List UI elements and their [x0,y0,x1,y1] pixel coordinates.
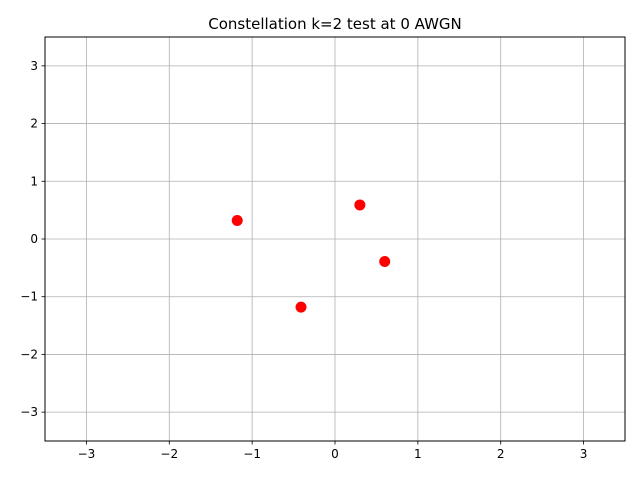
constellation-point [231,215,243,227]
x-tick-label: 1 [414,447,422,461]
axis-ticks: −3 −2 −1 0 1 2 3 −3 −2 −1 0 1 2 3 [20,59,587,461]
constellation-point [295,301,307,313]
y-tick-label: 0 [30,232,38,246]
constellation-point [354,199,366,211]
x-tick-label: −2 [160,447,178,461]
y-tick-label: −1 [20,290,38,304]
x-tick-label: −3 [78,447,96,461]
plot-frame [44,36,626,442]
y-tick-label: −3 [20,405,38,419]
grid-lines [45,37,625,441]
constellation-point [379,256,391,268]
y-tick-label: 1 [30,174,38,188]
chart-title: Constellation k=2 test at 0 AWGN [208,15,462,33]
y-tick-label: 3 [30,59,38,73]
x-tick-label: −1 [243,447,261,461]
x-tick-label: 2 [497,447,505,461]
y-tick-label: −2 [20,347,38,361]
y-tick-label: 2 [30,117,38,131]
data-points [231,199,391,313]
x-tick-label: 3 [580,447,588,461]
x-tick-label: 0 [331,447,339,461]
